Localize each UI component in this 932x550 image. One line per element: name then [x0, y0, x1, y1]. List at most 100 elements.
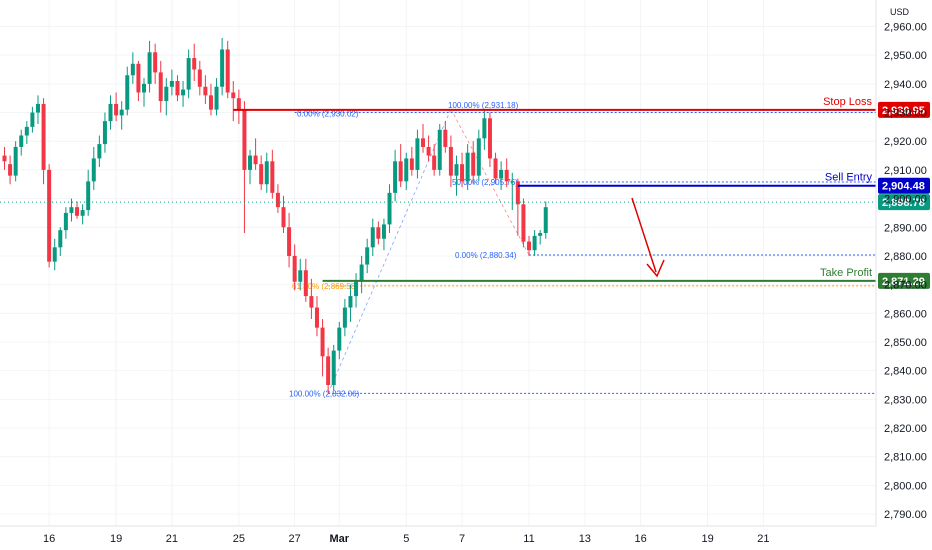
candle-body	[275, 192, 280, 208]
candle-body	[147, 52, 152, 84]
y-tick-label: 2,940.00	[884, 79, 927, 91]
candle-body	[119, 109, 124, 116]
candle-body	[337, 327, 342, 351]
candle-body	[342, 307, 347, 328]
candle-body	[515, 181, 520, 205]
candle-body	[63, 212, 68, 231]
candle-body	[253, 155, 258, 165]
y-tick-label: 2,950.00	[884, 50, 927, 62]
candle-body	[270, 161, 275, 193]
x-tick-label: 7	[459, 533, 465, 545]
candle-body	[454, 164, 459, 176]
currency-label: USD	[890, 7, 910, 17]
trade-levels[interactable]: Stop Loss 2,930.95 Sell Entry 2,904.48 Take …	[0, 96, 930, 289]
candle-body	[331, 350, 336, 385]
candle-body	[75, 207, 80, 216]
current-price-tag	[878, 194, 930, 211]
sell-entry-price-tag	[878, 177, 930, 194]
candle-body	[248, 155, 253, 170]
candle-body	[521, 204, 526, 242]
candle-body	[527, 241, 532, 251]
candle-body	[510, 181, 515, 183]
y-tick-label: 2,830.00	[884, 394, 927, 406]
candle-body	[242, 109, 247, 170]
fibonacci-retracements[interactable]: 0.00% (2,930.02) 100.00% (2,931.18) 50.00%…	[289, 101, 876, 398]
candle-body	[231, 92, 236, 99]
candle-body	[125, 75, 130, 110]
candle-body	[543, 207, 548, 233]
x-tick-label: 16	[634, 533, 646, 545]
y-tick-label: 2,790.00	[884, 509, 927, 521]
x-tick-label: 21	[166, 533, 178, 545]
fib-label: 50.00% (2,905.76)	[452, 178, 518, 187]
y-tick-label: 2,890.00	[884, 222, 927, 234]
candle-body	[2, 155, 7, 162]
candle-body	[437, 129, 442, 170]
take-profit-label: Take Profit	[820, 267, 872, 279]
candle-body	[197, 69, 202, 87]
candle-body	[443, 129, 448, 147]
grid	[0, 0, 876, 526]
candle-body	[30, 112, 35, 127]
sell-entry-price-text: 2,904.48	[882, 181, 925, 193]
candle-body	[225, 49, 230, 93]
price-axis[interactable]: 2,960.00 2,950.00 2,940.00 2,930.00 2,920.00…	[884, 22, 927, 522]
fib-label: 100.00% (2,931.18)	[448, 101, 519, 110]
candle-body	[326, 356, 331, 385]
time-axis[interactable]: 16 19 21 25 27 Mar 5 7 11 13 16 19 21	[43, 533, 769, 545]
y-tick-label: 2,840.00	[884, 366, 927, 378]
candle-body	[8, 164, 13, 176]
candle-body	[409, 158, 414, 170]
y-tick-label: 2,900.00	[884, 194, 927, 206]
candle-body	[415, 138, 420, 170]
candle-body	[421, 138, 425, 147]
candle-body	[130, 63, 135, 76]
fib-label: 61.80% (2,869.58)	[292, 282, 358, 291]
x-tick-label: 19	[110, 533, 122, 545]
candle-body	[376, 227, 381, 239]
candle-body	[303, 270, 308, 297]
y-tick-label: 2,860.00	[884, 308, 927, 320]
x-tick-label: 21	[757, 533, 769, 545]
y-tick-label: 2,810.00	[884, 452, 927, 464]
x-tick-label: 11	[523, 533, 534, 545]
candle-body	[309, 296, 314, 308]
candle-body	[52, 247, 57, 262]
candle-body	[186, 58, 191, 90]
candle-body	[314, 307, 319, 328]
candle-body	[181, 89, 186, 96]
y-tick-label: 2,960.00	[884, 22, 927, 34]
take-profit-price-tag	[878, 272, 930, 289]
candle-body	[381, 224, 386, 239]
candle-body	[393, 161, 398, 193]
arrow-shaft	[631, 197, 657, 273]
candle-body	[259, 164, 264, 185]
candle-body	[538, 232, 543, 236]
candle-body	[24, 126, 29, 136]
candle-body	[287, 227, 292, 256]
candle-body	[348, 296, 353, 308]
x-tick-label: 13	[579, 533, 591, 545]
x-tick-label: 25	[233, 533, 245, 545]
candle-body	[493, 158, 498, 179]
candle-body	[281, 207, 286, 228]
sell-entry-label: Sell Entry	[825, 172, 873, 184]
candle-body	[58, 230, 63, 248]
candle-body	[91, 158, 96, 182]
x-tick-label: Mar	[330, 533, 350, 545]
candle-body	[236, 98, 241, 110]
x-tick-label: 19	[701, 533, 713, 545]
candle-body	[499, 169, 504, 179]
candle-body	[114, 103, 119, 116]
candle-body	[471, 152, 476, 176]
candle-body	[370, 227, 375, 248]
candle-body	[208, 95, 213, 110]
current-price-text: 2,898.78	[882, 197, 925, 209]
candle-body	[142, 83, 146, 93]
candle-body	[465, 152, 470, 182]
y-tick-label: 2,910.00	[884, 165, 927, 177]
candle-body	[387, 192, 392, 225]
candle-body	[398, 161, 403, 182]
candle-body	[108, 103, 113, 122]
